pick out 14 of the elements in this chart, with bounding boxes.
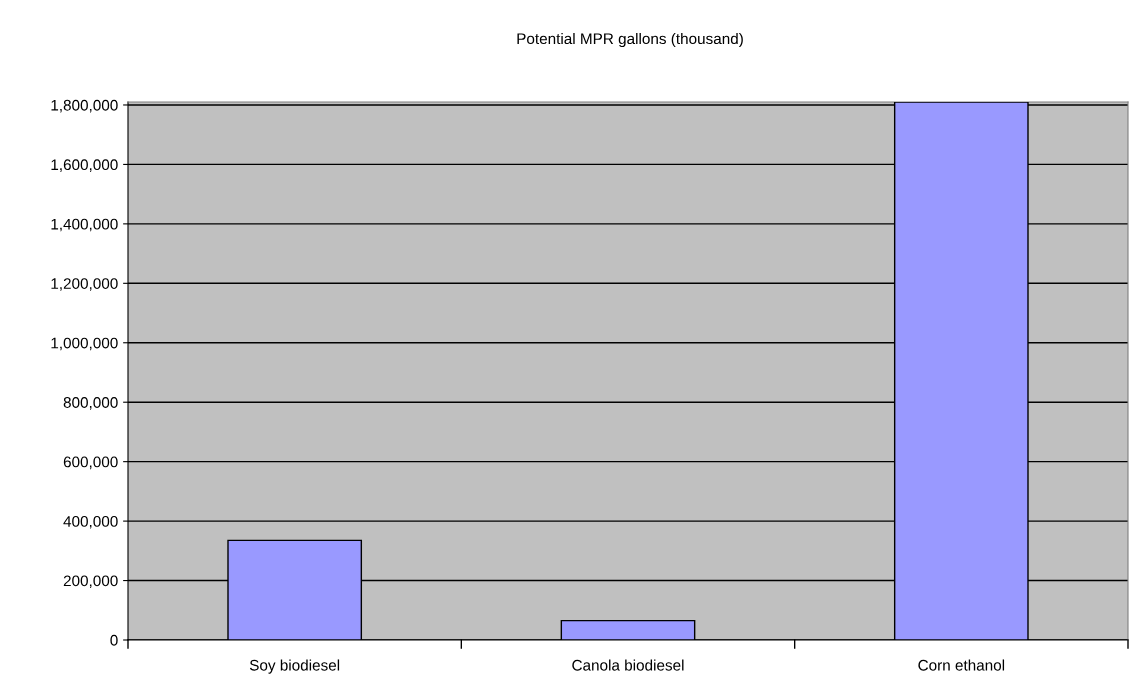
y-tick-label: 0 bbox=[110, 634, 118, 646]
y-tick-label: 600,000 bbox=[63, 456, 118, 470]
chart-title: Potential MPR gallons (thousand) bbox=[517, 32, 743, 48]
x-tick-label: Canola biodiesel bbox=[572, 659, 684, 671]
y-tick-label: 1,800,000 bbox=[51, 99, 118, 113]
x-tick-label: Corn ethanol bbox=[918, 659, 1005, 671]
y-tick-label: 1,000,000 bbox=[51, 337, 118, 351]
y-tick-label: 800,000 bbox=[63, 397, 118, 410]
y-tick-label: 1,400,000 bbox=[51, 218, 118, 232]
x-tick-label: Soy biodiesel bbox=[249, 659, 340, 674]
y-tick-label: 400,000 bbox=[63, 515, 118, 529]
y-tick-label: 1,200,000 bbox=[51, 278, 118, 291]
y-tick-label: 1,600,000 bbox=[51, 159, 118, 172]
y-tick-label: 200,000 bbox=[63, 575, 118, 589]
